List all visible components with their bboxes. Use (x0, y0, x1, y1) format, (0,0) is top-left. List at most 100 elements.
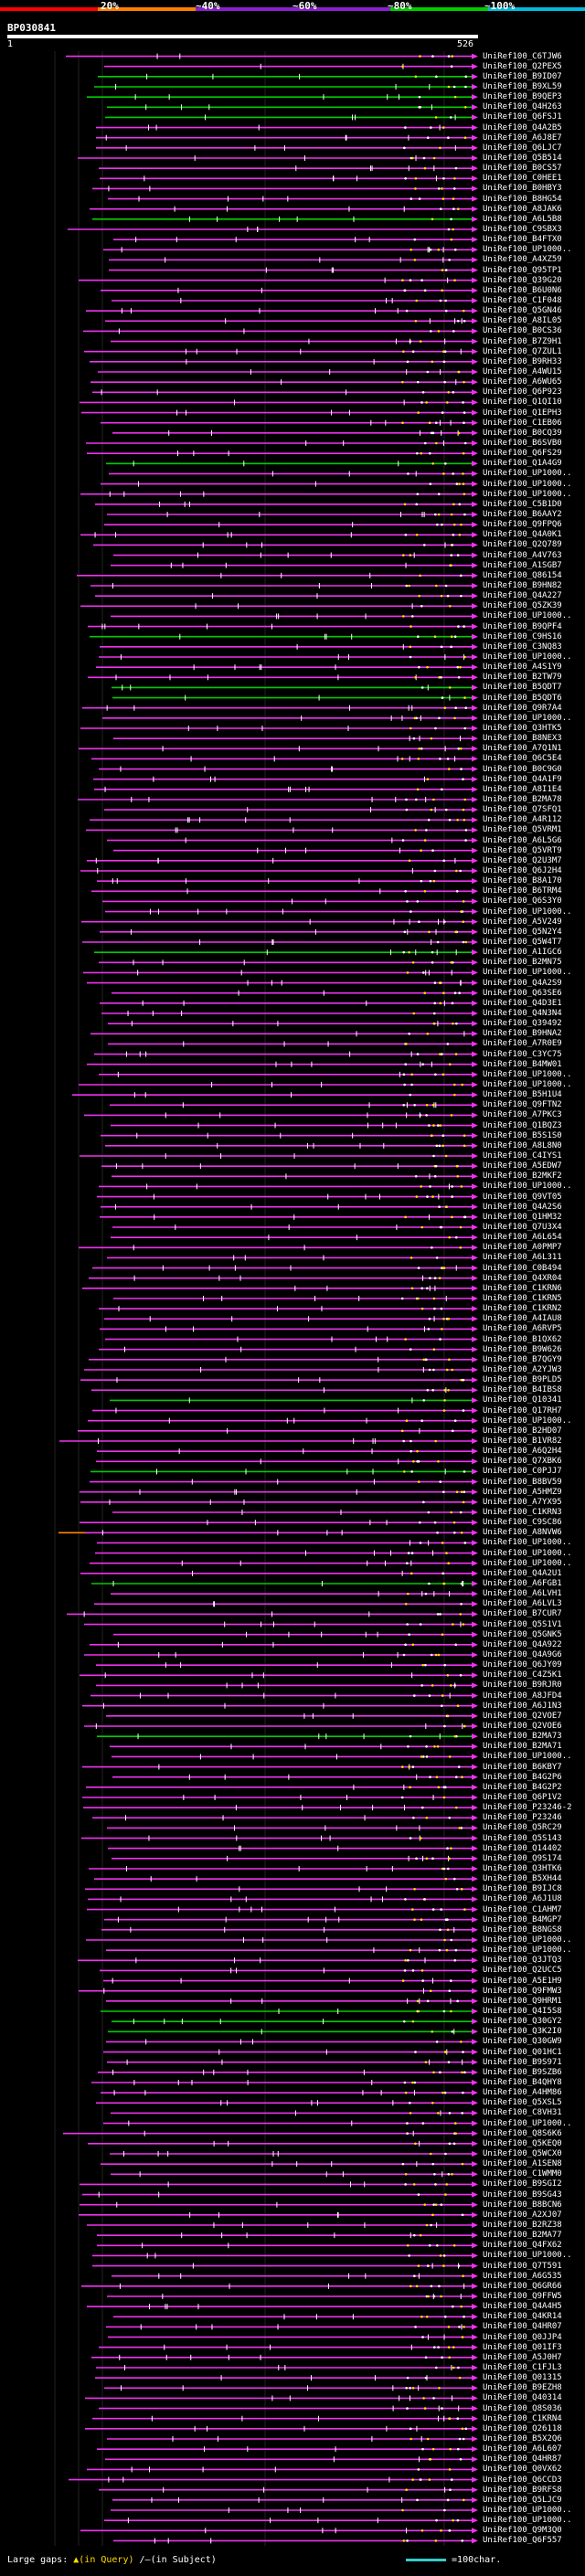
hit-label[interactable]: UniRef100_A6RVP5 (483, 1324, 562, 1334)
hit-label[interactable]: UniRef100_Q9VT05 (483, 1192, 562, 1202)
hit-label[interactable]: UniRef100_C1KRN5 (483, 1294, 562, 1303)
hit-label[interactable]: UniRef100_Q6F557 (483, 2536, 562, 2546)
hit-label[interactable]: UniRef100_Q40314 (483, 2393, 562, 2403)
hit-label[interactable]: UniRef100_Q4A2B5 (483, 122, 562, 133)
hit-label[interactable]: UniRef100_Q6S3Y0 (483, 896, 562, 906)
hit-label[interactable]: UniRef100_Q2VOE6 (483, 1722, 562, 1731)
hit-label[interactable]: UniRef100_Q2VOE7 (483, 1711, 562, 1721)
hit-label[interactable]: UniRef100_Q5N2Y4 (483, 927, 562, 937)
hit-label[interactable]: UniRef100_Q6JY09 (483, 1660, 562, 1670)
hit-label[interactable]: UniRef100_A4WU15 (483, 367, 562, 376)
hit-label[interactable]: UniRef100_A6L5G6 (483, 835, 562, 845)
hit-label[interactable]: UniRef100_B8BV59 (483, 1477, 562, 1487)
hit-label[interactable]: UniRef100_B2HD07 (483, 1426, 562, 1436)
hit-label[interactable]: UniRef100_A8L8N0 (483, 1140, 562, 1150)
hit-label[interactable]: UniRef100_Q26118 (483, 2423, 562, 2433)
hit-label[interactable]: UniRef100_A5EDW7 (483, 1161, 562, 1171)
hit-label[interactable]: UniRef100_UP1000.. (483, 2516, 572, 2526)
hit-label[interactable]: UniRef100_C1WMM0 (483, 2169, 562, 2179)
hit-label[interactable]: UniRef100_B0HBY3 (483, 184, 562, 194)
hit-label[interactable]: UniRef100_C6TJW6 (483, 51, 562, 61)
hit-label[interactable]: UniRef100_B9RH33 (483, 356, 562, 366)
hit-label[interactable]: UniRef100_Q1EPH3 (483, 408, 562, 418)
hit-label[interactable]: UniRef100_Q3HTK5 (483, 724, 562, 733)
hit-label[interactable]: UniRef100_B6SVB0 (483, 439, 562, 448)
hit-label[interactable]: UniRef100_Q17RH7 (483, 1405, 562, 1415)
hit-label[interactable]: UniRef100_A4HM86 (483, 2088, 562, 2098)
hit-label[interactable]: UniRef100_B6KBY7 (483, 1762, 562, 1772)
hit-label[interactable]: UniRef100_A7YX95 (483, 1497, 562, 1507)
hit-label[interactable]: UniRef100_A5HMZ9 (483, 1487, 562, 1497)
hit-label[interactable]: UniRef100_B4MGP7 (483, 1914, 562, 1924)
hit-label[interactable]: UniRef100_Q4A1F9 (483, 774, 562, 784)
hit-label[interactable]: UniRef100_Q7ZUL1 (483, 346, 562, 356)
hit-label[interactable]: UniRef100_B9QPF4 (483, 621, 562, 631)
hit-label[interactable]: UniRef100_A5E1H9 (483, 1976, 562, 1986)
hit-label[interactable]: UniRef100_Q5GN46 (483, 306, 562, 316)
hit-label[interactable]: UniRef100_B7QGY9 (483, 1354, 562, 1364)
hit-label[interactable]: UniRef100_P23246-2 (483, 1803, 572, 1813)
hit-label[interactable]: UniRef100_B5X2Q6 (483, 2434, 562, 2443)
hit-label[interactable]: UniRef100_B8NEX3 (483, 734, 562, 744)
hit-label[interactable]: UniRef100_UP1000.. (483, 245, 572, 255)
hit-label[interactable]: UniRef100_B6TRM4 (483, 886, 562, 896)
hit-label[interactable]: UniRef100_Q39G20 (483, 275, 562, 285)
hit-label[interactable]: UniRef100_Q4A2U1 (483, 1568, 562, 1578)
hit-label[interactable]: UniRef100_A6J1U8 (483, 1894, 562, 1904)
hit-label[interactable]: UniRef100_Q39492 (483, 1019, 562, 1029)
hit-label[interactable]: UniRef100_Q5WCX0 (483, 2149, 562, 2158)
hit-label[interactable]: UniRef100_UP1000.. (483, 1945, 572, 1956)
hit-label[interactable]: UniRef100_B2MA71 (483, 1742, 562, 1752)
hit-label[interactable]: UniRef100_B9PLD5 (483, 1375, 562, 1385)
hit-label[interactable]: UniRef100_Q9FTN2 (483, 1100, 562, 1110)
hit-label[interactable]: UniRef100_C1F048 (483, 296, 562, 305)
hit-label[interactable]: UniRef100_Q5LJC9 (483, 2495, 562, 2505)
hit-label[interactable]: UniRef100_B9W626 (483, 1344, 562, 1354)
hit-label[interactable]: UniRef100_Q9HRM1 (483, 1996, 562, 2006)
hit-label[interactable]: UniRef100_Q4D3E1 (483, 998, 562, 1008)
hit-label[interactable]: UniRef100_A8IL05 (483, 316, 562, 326)
hit-label[interactable]: UniRef100_Q6LJC7 (483, 143, 562, 153)
hit-label[interactable]: UniRef100_Q2UCC5 (483, 1966, 562, 1976)
hit-label[interactable]: UniRef100_B5S1S0 (483, 1130, 562, 1140)
hit-label[interactable]: UniRef100_B9XL59 (483, 82, 562, 91)
hit-label[interactable]: UniRef100_Q7U3X4 (483, 1223, 562, 1232)
hit-label[interactable]: UniRef100_UP1000.. (483, 2251, 572, 2261)
hit-label[interactable]: UniRef100_Q7T591 (483, 2261, 562, 2271)
hit-label[interactable]: UniRef100_B4G2P2 (483, 1782, 562, 1792)
hit-label[interactable]: UniRef100_Q4H263 (483, 102, 562, 112)
hit-label[interactable]: UniRef100_Q9FFW5 (483, 2292, 562, 2301)
hit-label[interactable]: UniRef100_UP1000.. (483, 2118, 572, 2128)
hit-label[interactable]: UniRef100_Q7XBK6 (483, 1457, 562, 1467)
hit-label[interactable]: UniRef100_B9HN82 (483, 581, 562, 590)
hit-label[interactable]: UniRef100_Q4KR14 (483, 2312, 562, 2322)
hit-label[interactable]: UniRef100_A7R0E9 (483, 1039, 562, 1049)
hit-label[interactable]: UniRef100_A1SEN8 (483, 2159, 562, 2169)
hit-label[interactable]: UniRef100_B0CS36 (483, 326, 562, 336)
hit-label[interactable]: UniRef100_Q1HM32 (483, 1212, 562, 1222)
hit-label[interactable]: UniRef100_A4XZ59 (483, 255, 562, 265)
hit-label[interactable]: UniRef100_Q9FPQ6 (483, 520, 562, 530)
hit-label[interactable]: UniRef100_UP1000.. (483, 1935, 572, 1945)
hit-label[interactable]: UniRef100_B1VR82 (483, 1436, 562, 1446)
hit-label[interactable]: UniRef100_B9RFS8 (483, 2485, 562, 2495)
hit-label[interactable]: UniRef100_Q1BQZ3 (483, 1120, 562, 1130)
hit-label[interactable]: UniRef100_Q1QI10 (483, 398, 562, 408)
hit-label[interactable]: UniRef100_B2MA78 (483, 795, 562, 804)
hit-label[interactable]: UniRef100_B5QDT6 (483, 693, 562, 703)
hit-label[interactable]: UniRef100_B9SGI2 (483, 2179, 562, 2189)
hit-label[interactable]: UniRef100_B2MKF2 (483, 1171, 562, 1182)
hit-label[interactable]: UniRef100_B7Z9H1 (483, 336, 562, 346)
hit-label[interactable]: UniRef100_UP1000.. (483, 906, 572, 917)
hit-label[interactable]: UniRef100_UP1000.. (483, 713, 572, 723)
hit-label[interactable]: UniRef100_B5XH44 (483, 1874, 562, 1884)
hit-label[interactable]: UniRef100_Q4A2S9 (483, 978, 562, 988)
hit-label[interactable]: UniRef100_Q5ZK39 (483, 601, 562, 611)
hit-label[interactable]: UniRef100_B9S971 (483, 2057, 562, 2067)
hit-label[interactable]: UniRef100_A4IAU8 (483, 1314, 562, 1324)
hit-label[interactable]: UniRef100_C1KRN6 (483, 1283, 562, 1293)
hit-label[interactable]: UniRef100_C1EB06 (483, 418, 562, 428)
hit-label[interactable]: UniRef100_B8BCN6 (483, 2200, 562, 2210)
hit-label[interactable]: UniRef100_B8A170 (483, 876, 562, 886)
hit-label[interactable]: UniRef100_Q6FS29 (483, 449, 562, 459)
